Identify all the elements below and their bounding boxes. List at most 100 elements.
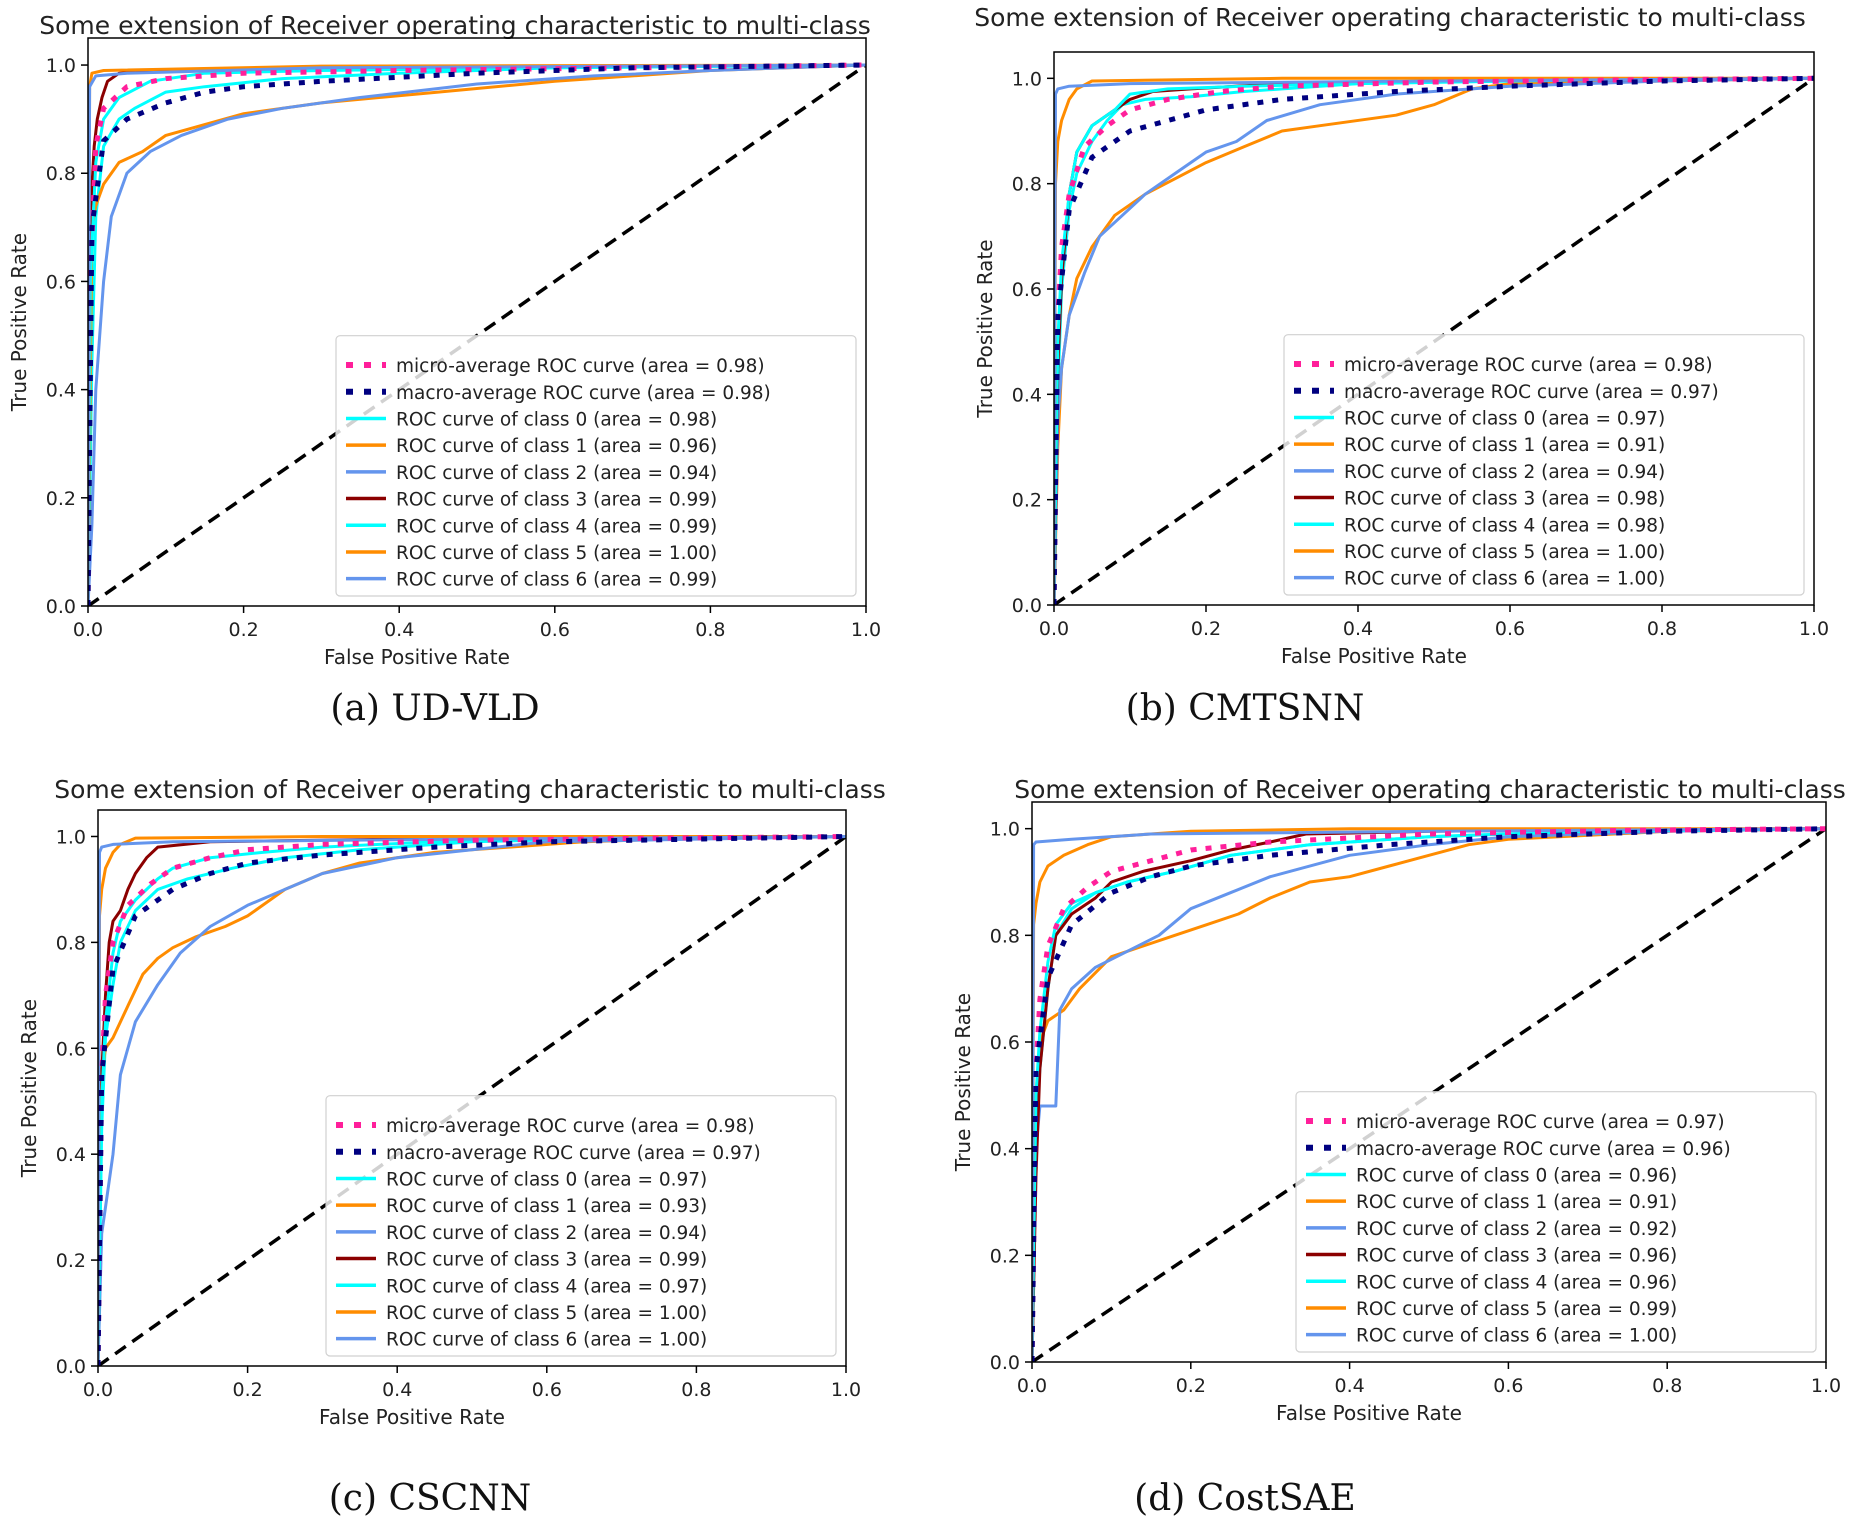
x-tick-label: 0.2 [232, 1379, 262, 1401]
x-tick-label: 0.2 [228, 619, 258, 641]
y-tick-label: 0.8 [1012, 174, 1042, 196]
legend-label: ROC curve of class 1 (area = 0.96) [396, 436, 717, 457]
y-tick-label: 0.2 [990, 1245, 1020, 1267]
x-tick-label: 1.0 [1811, 1375, 1841, 1397]
x-tick-label: 0.4 [1334, 1375, 1364, 1397]
legend-label: ROC curve of class 5 (area = 0.99) [1356, 1299, 1677, 1320]
legend-box [335, 335, 857, 597]
roc-panel-b: Some extension of Receiver operating cha… [935, 0, 1870, 762]
legend-label: ROC curve of class 4 (area = 0.98) [1344, 515, 1665, 536]
x-tick-label: 0.4 [1343, 618, 1373, 640]
legend-box [1295, 1091, 1817, 1353]
series-line [1054, 76, 1814, 605]
legend-label: ROC curve of class 0 (area = 0.97) [1344, 408, 1665, 429]
series-line [98, 835, 846, 1366]
plot-frame [97, 809, 847, 1367]
y-tick-label: 1.0 [46, 55, 76, 77]
x-axis-label: False Positive Rate [319, 1405, 505, 1429]
y-tick-label: 0.2 [56, 1250, 86, 1272]
legend-label: ROC curve of class 6 (area = 0.99) [396, 570, 717, 591]
legend-label: ROC curve of class 0 (area = 0.98) [396, 409, 717, 430]
series-line [1032, 827, 1826, 1362]
chart-title: Some extension of Receiver operating cha… [974, 3, 1806, 32]
y-tick-label: 0.8 [990, 925, 1020, 947]
series-line [1054, 75, 1814, 605]
series-line [98, 835, 846, 1366]
series-line [1054, 75, 1814, 605]
roc-chart-c: Some extension of Receiver operating cha… [17, 775, 886, 1519]
x-tick-label: 0.6 [540, 619, 570, 641]
legend-label: micro-average ROC curve (area = 0.98) [1344, 355, 1713, 376]
x-tick-label: 0.6 [1495, 618, 1525, 640]
series-line [88, 62, 866, 606]
y-tick-label: 0.8 [56, 932, 86, 954]
roc-panel-d: Some extension of Receiver operating cha… [935, 762, 1870, 1524]
y-tick-label: 0.0 [56, 1356, 86, 1378]
series-line [88, 63, 866, 606]
legend-box [325, 1095, 837, 1357]
legend-label: ROC curve of class 4 (area = 0.99) [396, 516, 717, 537]
legend-label: ROC curve of class 6 (area = 1.00) [1356, 1326, 1677, 1347]
y-axis-label: True Positive Rate [7, 233, 31, 412]
chart-title: Some extension of Receiver operating cha… [1014, 775, 1846, 804]
legend-label: ROC curve of class 6 (area = 1.00) [386, 1330, 707, 1351]
x-tick-label: 0.2 [1191, 618, 1221, 640]
roc-chart-b: Some extension of Receiver operating cha… [973, 3, 1829, 729]
x-tick-label: 0.8 [695, 619, 725, 641]
legend-label: macro-average ROC curve (area = 0.97) [386, 1143, 761, 1164]
legend-label: ROC curve of class 2 (area = 0.92) [1356, 1219, 1677, 1240]
roc-chart-d: Some extension of Receiver operating cha… [951, 775, 1846, 1519]
legend-label: macro-average ROC curve (area = 0.98) [396, 383, 771, 404]
legend-label: ROC curve of class 4 (area = 0.97) [386, 1276, 707, 1297]
roc-chart-a: Some extension of Receiver operating cha… [7, 11, 881, 729]
legend-label: ROC curve of class 1 (area = 0.91) [1344, 435, 1665, 456]
y-tick-label: 0.6 [46, 271, 76, 293]
legend-label: ROC curve of class 2 (area = 0.94) [1344, 462, 1665, 483]
y-tick-label: 0.6 [56, 1038, 86, 1060]
y-tick-label: 1.0 [1012, 68, 1042, 90]
legend-label: ROC curve of class 2 (area = 0.94) [386, 1223, 707, 1244]
chart-title: Some extension of Receiver operating cha… [39, 11, 871, 40]
series-line [1032, 827, 1826, 1362]
y-tick-label: 0.6 [1012, 279, 1042, 301]
y-tick-label: 0.6 [990, 1032, 1020, 1054]
x-tick-label: 0.0 [1039, 618, 1069, 640]
y-tick-label: 0.8 [46, 163, 76, 185]
x-tick-label: 0.2 [1176, 1375, 1206, 1397]
y-tick-label: 0.4 [56, 1144, 86, 1166]
y-tick-label: 1.0 [990, 819, 1020, 841]
x-axis-label: False Positive Rate [324, 645, 510, 669]
y-axis-label: True Positive Rate [17, 999, 41, 1178]
x-tick-label: 0.4 [384, 619, 414, 641]
x-tick-label: 0.6 [1493, 1375, 1523, 1397]
plot-frame [1031, 801, 1827, 1363]
x-tick-label: 0.0 [73, 619, 103, 641]
legend-label: ROC curve of class 0 (area = 0.97) [386, 1169, 707, 1190]
y-tick-label: 0.2 [1012, 490, 1042, 512]
x-axis-label: False Positive Rate [1281, 644, 1467, 668]
x-tick-label: 0.8 [681, 1379, 711, 1401]
figure-caption: (d) CostSAE [1134, 1478, 1356, 1519]
y-tick-label: 0.4 [1012, 384, 1042, 406]
legend-label: ROC curve of class 5 (area = 1.00) [396, 543, 717, 564]
x-tick-label: 0.8 [1647, 618, 1677, 640]
legend-label: ROC curve of class 5 (area = 1.00) [386, 1303, 707, 1324]
legend-label: ROC curve of class 4 (area = 0.96) [1356, 1272, 1677, 1293]
series-line [1032, 827, 1826, 1362]
x-tick-label: 1.0 [1799, 618, 1829, 640]
x-tick-label: 0.8 [1652, 1375, 1682, 1397]
legend-label: micro-average ROC curve (area = 0.98) [396, 356, 765, 377]
plot-frame [87, 37, 867, 607]
x-tick-label: 0.0 [83, 1379, 113, 1401]
y-tick-label: 0.4 [990, 1139, 1020, 1161]
legend-label: ROC curve of class 3 (area = 0.98) [1344, 489, 1665, 510]
figure-caption: (a) UD-VLD [330, 688, 539, 729]
y-axis-label: True Positive Rate [973, 239, 997, 418]
legend-label: ROC curve of class 6 (area = 1.00) [1344, 569, 1665, 590]
roc-panel-a: Some extension of Receiver operating cha… [0, 0, 935, 762]
series-line [1032, 826, 1826, 1362]
x-tick-label: 0.4 [382, 1379, 412, 1401]
y-tick-label: 0.4 [46, 380, 76, 402]
legend-label: ROC curve of class 5 (area = 1.00) [1344, 542, 1665, 563]
y-tick-label: 0.0 [990, 1352, 1020, 1374]
